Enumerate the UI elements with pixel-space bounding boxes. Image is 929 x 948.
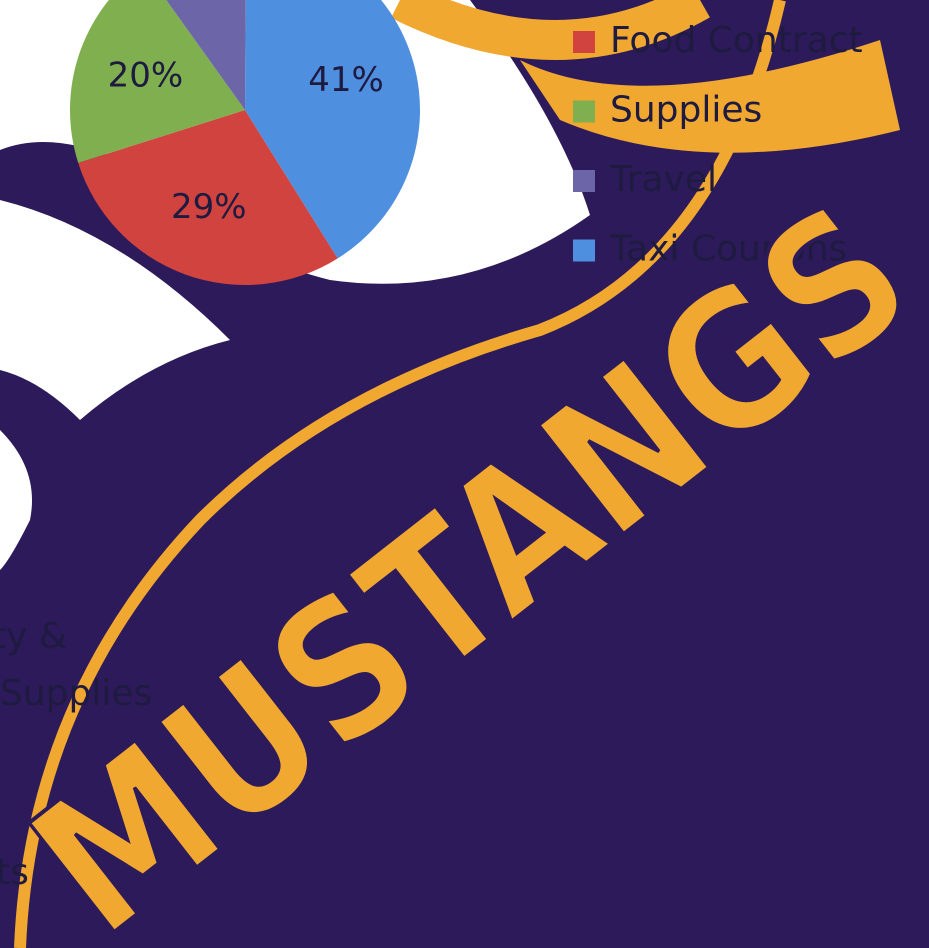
data-label: 29%: [171, 187, 247, 227]
logo-shape: [0, 430, 32, 570]
pie-slice: [166, 0, 246, 110]
legend-label: Supplies: [610, 90, 762, 131]
legend-label: Taxi Coupons: [609, 229, 847, 270]
legend-swatch: [573, 100, 595, 123]
data-label: 20%: [108, 55, 184, 95]
logo-shape: [520, 40, 900, 153]
cut-off-label: Supplies: [0, 673, 152, 714]
legend-label: Food Contract: [610, 20, 863, 61]
cut-off-label: ity &: [0, 616, 67, 657]
legend-label: Travel: [609, 159, 717, 200]
logo-shape: [0, 200, 230, 420]
data-label: 41%: [308, 60, 384, 100]
legend-swatch: [573, 31, 595, 53]
cut-off-label: ts: [0, 852, 29, 893]
legend-swatch: [573, 239, 595, 262]
legend-swatch: [573, 170, 595, 192]
logo-stripe: [391, 0, 710, 60]
pie-slice: [245, 0, 420, 259]
pie-slice: [78, 110, 338, 285]
logo-stripe: [14, 0, 786, 948]
pie-slice: [70, 0, 245, 163]
